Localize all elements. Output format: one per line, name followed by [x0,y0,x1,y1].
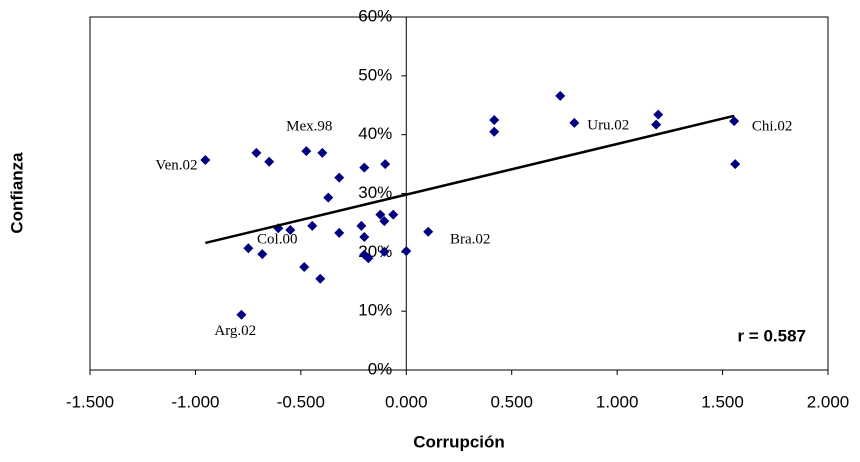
r-label: r = 0.587 [737,326,806,345]
x-tick-label: 0.500 [490,392,533,411]
x-axis-title: Corrupción [413,432,505,451]
y-tick-label: 0% [368,359,393,378]
point [285,224,296,235]
point-label: Uru.02 [587,117,629,133]
point [317,147,328,158]
point [315,273,326,284]
point [359,162,370,173]
x-tick-label: 1.000 [596,392,639,411]
point [730,159,741,170]
point [489,126,500,137]
y-axis-title: Confianza [7,152,26,234]
trend-line [205,114,735,245]
x-tick-label: -1.500 [66,392,114,411]
y-tick-label: 10% [358,301,392,320]
point [257,249,268,260]
point-label: Ven.02 [155,157,197,173]
x-tick-label: -0.500 [277,392,325,411]
point-label: Bra.02 [450,231,490,247]
point [651,119,662,130]
y-tick-label: 50% [358,65,392,84]
y-tick-label: 30% [358,183,392,202]
point [301,146,312,157]
point [356,220,367,231]
point [307,220,318,231]
point [380,159,391,170]
point [379,246,390,257]
x-tick-label: 1.500 [701,392,744,411]
point [243,243,254,254]
point [264,156,275,167]
point [423,226,434,237]
point-label: Col.00 [257,231,297,247]
point-label: Chi.02 [752,118,792,134]
point [489,114,500,125]
point [359,232,370,243]
plot-frame [89,16,829,371]
point [729,116,740,127]
point [401,246,412,257]
point [323,192,334,203]
point [569,117,580,128]
point [299,262,310,273]
point-label: Arg.02 [214,323,256,339]
point [363,253,374,264]
point [251,147,262,158]
point [653,109,664,120]
point-label: Mex.98 [286,118,332,134]
y-tick-label: 40% [358,124,392,143]
point [334,172,345,183]
y-tick-label: 60% [358,6,392,25]
x-tick-label: 2.000 [807,392,850,411]
point [200,154,211,165]
point [236,309,247,320]
x-tick-label: 0.000 [385,392,428,411]
point [555,90,566,101]
point [359,249,370,260]
point [388,209,399,220]
point [379,216,390,227]
point [375,209,386,220]
point [334,227,345,238]
x-tick-label: -1.000 [171,392,219,411]
